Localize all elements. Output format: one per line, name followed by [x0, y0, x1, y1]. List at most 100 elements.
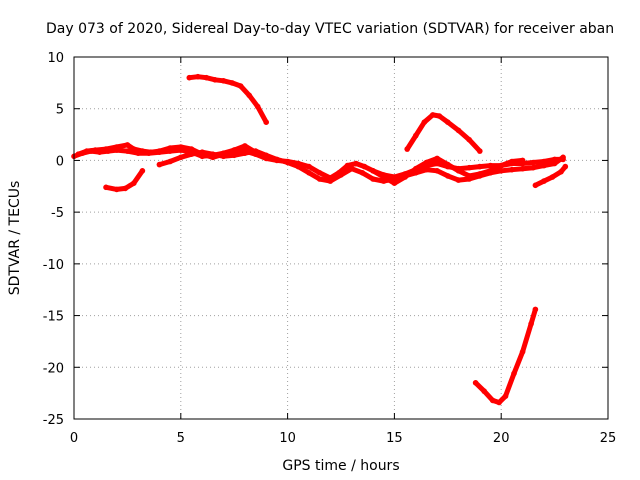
data-point [195, 73, 201, 80]
data-point [430, 112, 436, 118]
data-point [203, 74, 210, 81]
data-point [263, 152, 270, 159]
data-point [472, 380, 479, 386]
data-point [509, 158, 515, 165]
data-point [306, 170, 312, 176]
data-point [295, 163, 302, 170]
data-point [131, 180, 137, 186]
data-point [445, 173, 451, 179]
data-point [498, 168, 505, 174]
data-point [186, 74, 193, 81]
x-tick-label: 15 [386, 431, 403, 446]
x-tick-label: 5 [177, 431, 185, 446]
data-point [370, 168, 376, 174]
data-point [466, 136, 473, 143]
data-point [541, 178, 547, 184]
data-point [489, 397, 496, 404]
data-point [370, 176, 376, 182]
data-point [466, 164, 473, 171]
data-point [242, 150, 248, 156]
data-point [361, 163, 368, 170]
data-point [413, 132, 419, 139]
data-point [188, 151, 195, 157]
data-traces [71, 73, 569, 406]
data-point [551, 160, 558, 167]
y-axis-label: SDTVAR / TECUs [7, 181, 23, 296]
y-tick-label: 0 [56, 154, 64, 169]
y-tick-label: -5 [51, 206, 64, 221]
data-point [263, 119, 270, 125]
data-point [327, 178, 334, 184]
y-tick-label: 10 [47, 51, 64, 66]
data-point [560, 154, 566, 161]
data-point [528, 321, 534, 327]
axis-ticks: 0 5 10 15 20 25 -25 -20 -15 -10 -5 0 5 10 [43, 51, 617, 446]
data-point [477, 171, 483, 177]
data-point [413, 165, 419, 172]
data-point [455, 177, 462, 183]
data-point [445, 161, 451, 168]
data-point [498, 162, 505, 169]
data-point [477, 163, 483, 170]
data-point [519, 157, 526, 164]
data-point [434, 155, 440, 162]
data-point [487, 168, 494, 174]
data-point [445, 119, 451, 125]
data-point [231, 147, 237, 153]
data-point [75, 151, 82, 157]
data-point [530, 159, 536, 166]
data-point [167, 145, 173, 151]
data-point [316, 176, 323, 182]
data-point [178, 144, 184, 150]
data-point [530, 164, 536, 171]
x-tick-label: 20 [493, 431, 510, 446]
data-point [113, 186, 120, 193]
data-point [188, 146, 195, 152]
data-point [229, 80, 235, 86]
data-point [220, 153, 227, 160]
data-point [353, 160, 359, 167]
data-point [496, 399, 502, 406]
data-point [558, 169, 564, 175]
data-point [477, 148, 483, 154]
series-arc-top [186, 74, 269, 125]
data-point [532, 182, 539, 189]
data-point [391, 180, 398, 186]
data-point [359, 170, 366, 176]
data-point [113, 144, 120, 150]
data-point [502, 393, 509, 400]
data-point [511, 370, 517, 377]
data-point [348, 165, 355, 172]
data-point [122, 185, 129, 192]
data-point [199, 149, 205, 155]
data-point [380, 174, 387, 180]
data-point [220, 78, 227, 84]
data-point [455, 168, 462, 174]
data-point [148, 149, 154, 155]
data-point [212, 77, 218, 83]
data-point [402, 174, 408, 180]
data-point [562, 163, 569, 170]
plot-frame [73, 56, 609, 420]
data-point [139, 148, 146, 154]
data-point [274, 156, 280, 163]
data-point [254, 103, 261, 110]
data-point [541, 162, 547, 169]
data-point [316, 170, 323, 176]
data-point [434, 168, 440, 174]
data-point [421, 119, 428, 125]
data-point [103, 184, 109, 191]
data-point [423, 166, 430, 173]
data-point [306, 163, 312, 170]
y-tick-label: 5 [56, 103, 64, 118]
data-point [455, 127, 462, 134]
data-point [284, 159, 291, 166]
data-point [242, 143, 248, 149]
data-point [532, 306, 539, 313]
data-point [509, 166, 515, 173]
data-point [231, 152, 237, 159]
data-point [404, 146, 411, 152]
x-tick-label: 25 [600, 431, 617, 446]
